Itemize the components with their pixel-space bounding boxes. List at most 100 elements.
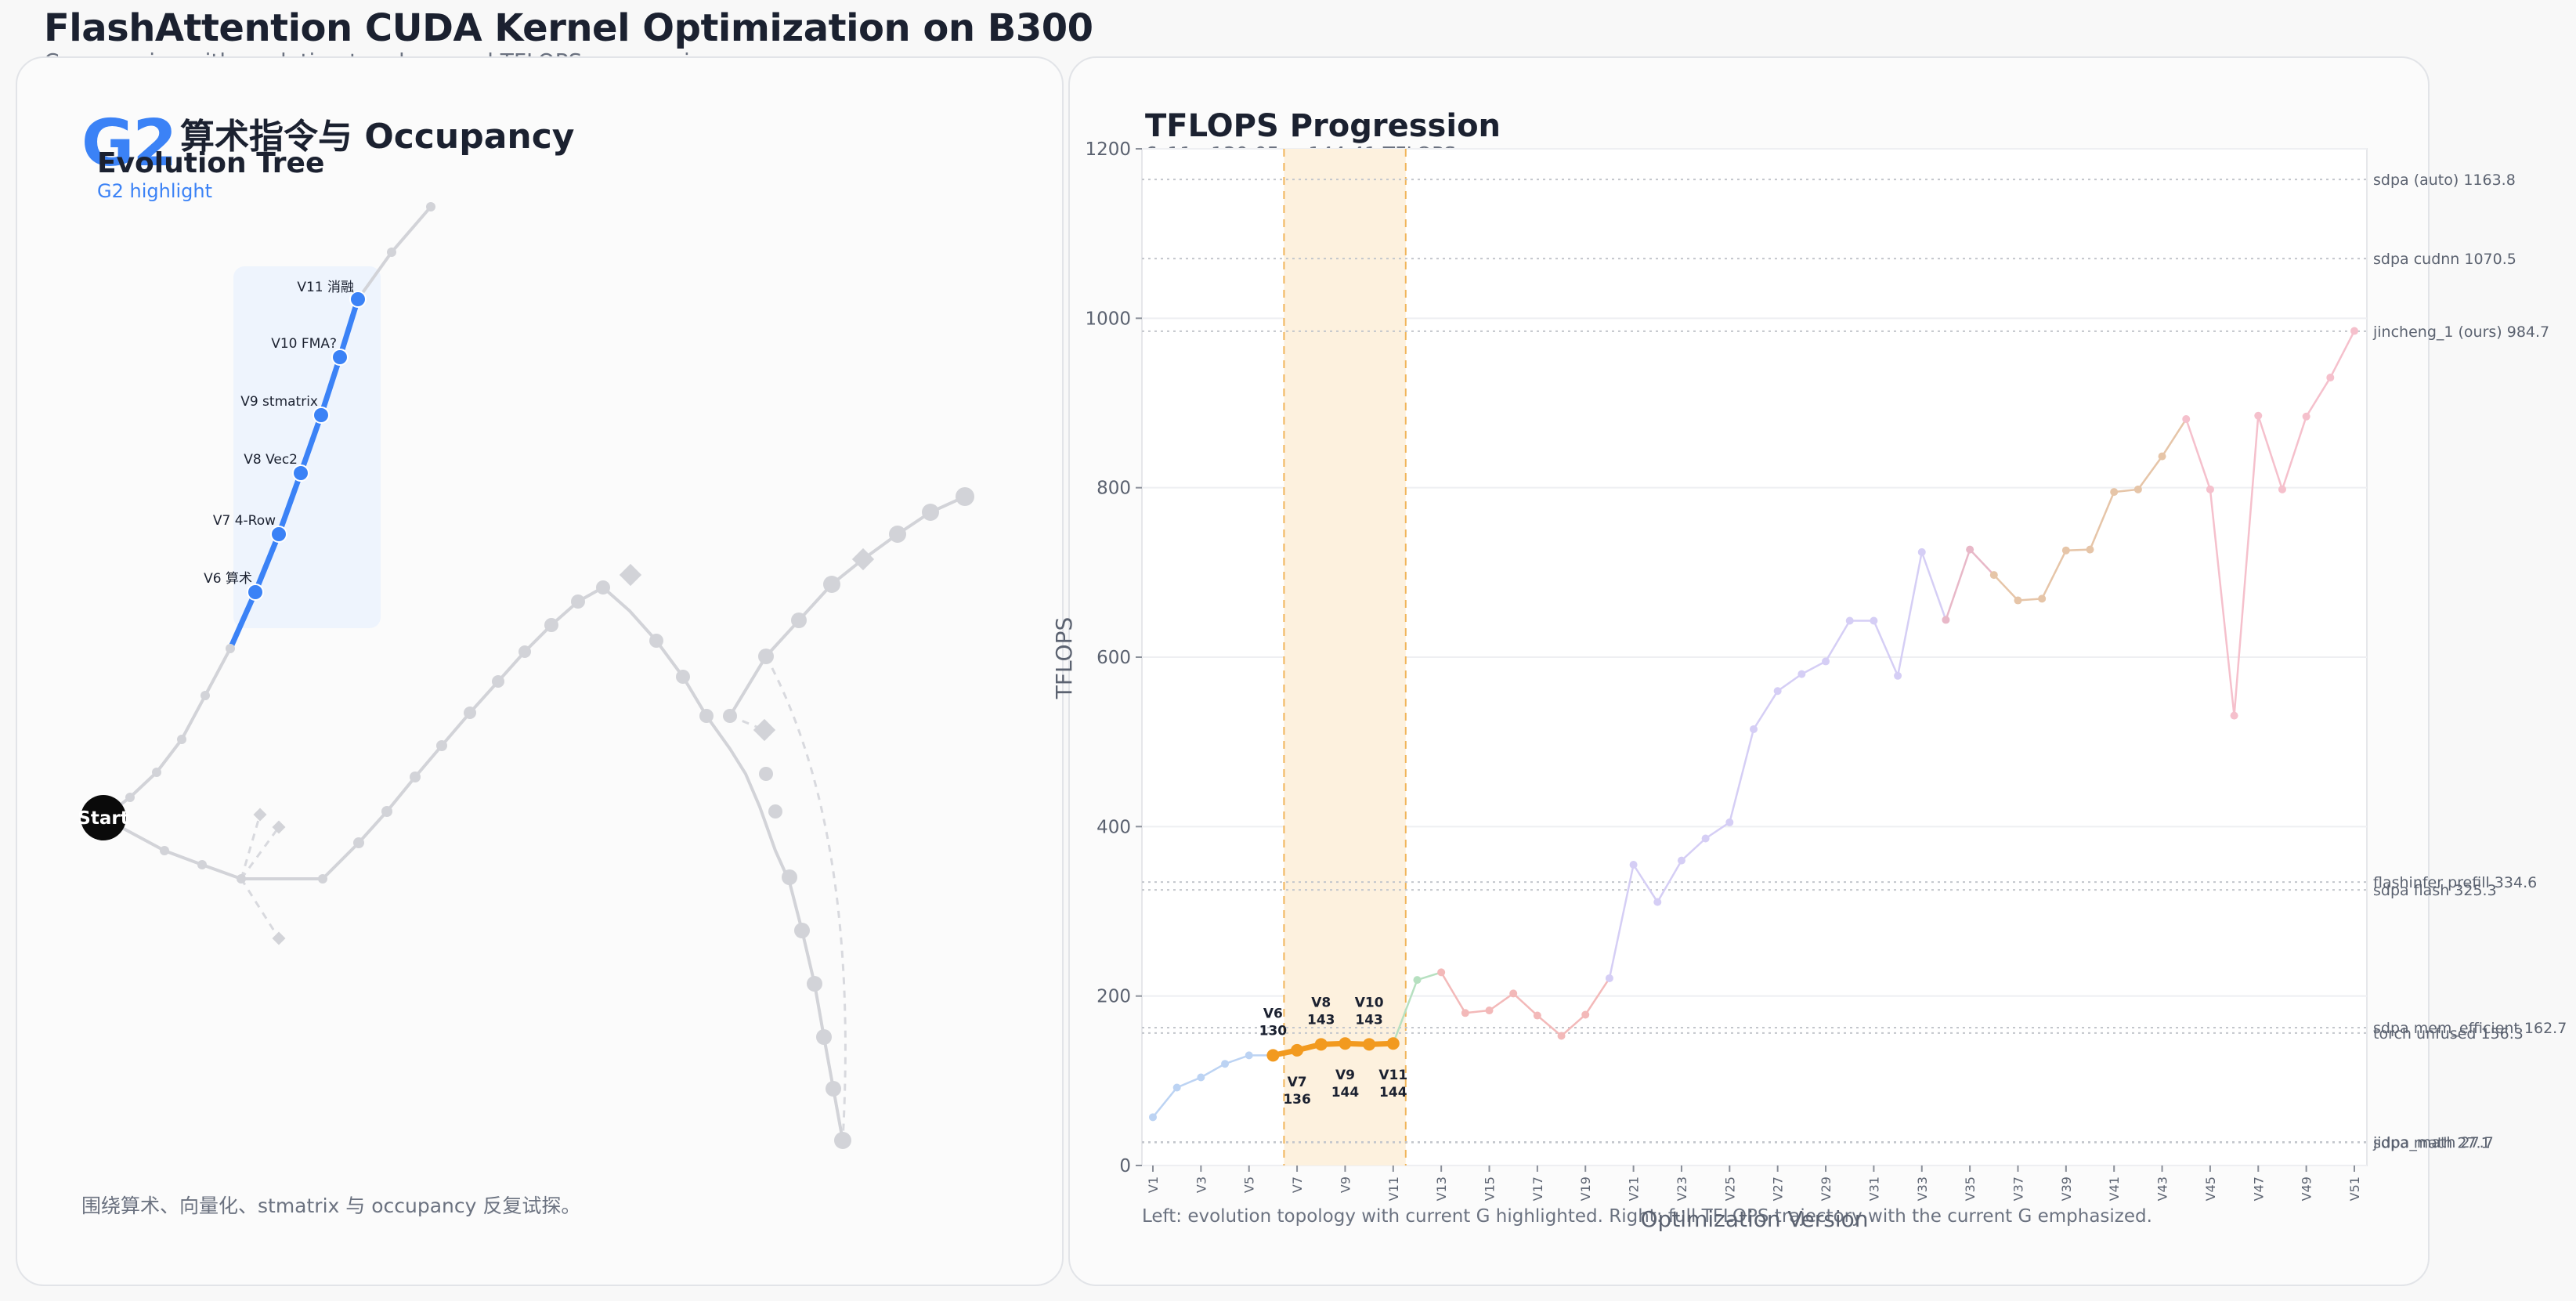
highlight-point — [1339, 1037, 1352, 1050]
tree-node — [807, 976, 822, 992]
series-segment — [1224, 1054, 1250, 1065]
series-segment — [1681, 837, 1707, 862]
x-tick-label: V45 — [2203, 1176, 2218, 1201]
series-point — [1533, 1011, 1541, 1020]
x-tick-label: V35 — [1963, 1176, 1978, 1201]
series-point — [1701, 834, 1710, 843]
x-tick-label: V1 — [1146, 1176, 1161, 1193]
tree-node — [794, 923, 810, 938]
series-segment — [2185, 418, 2212, 490]
x-tick-label: V21 — [1627, 1176, 1642, 1201]
y-tick-label: 600 — [1097, 648, 1131, 668]
baseline-label: flashinfer prefill 334.6 — [2373, 874, 2537, 891]
dashed-edge — [240, 878, 280, 939]
node-label-v6: V6 算术 — [204, 571, 252, 587]
tree-node — [889, 526, 906, 543]
series-point — [1461, 1009, 1469, 1017]
series-segment — [1537, 1014, 1563, 1037]
tree-node-diamond — [753, 718, 776, 742]
tree-node — [436, 740, 447, 751]
x-tick-label: V37 — [2011, 1176, 2025, 1201]
series-segment — [1704, 821, 1731, 840]
tree-node — [791, 613, 807, 628]
series-segment — [1512, 992, 1538, 1017]
tree-node — [381, 806, 392, 817]
y-tick-label: 200 — [1097, 987, 1131, 1007]
x-tick-label: V23 — [1675, 1176, 1689, 1201]
series-point — [1653, 898, 1662, 906]
series-segment — [2161, 418, 2188, 457]
x-tick-label: V7 — [1290, 1176, 1305, 1193]
series-segment — [2089, 491, 2115, 551]
series-point — [1629, 861, 1638, 869]
point-label: 144 — [1379, 1085, 1407, 1100]
x-tick-label: V33 — [1915, 1176, 1930, 1201]
x-tick-label: V31 — [1866, 1176, 1881, 1201]
tree-node — [823, 576, 840, 593]
point-label: 130 — [1259, 1023, 1288, 1039]
series-point — [1509, 989, 1518, 998]
x-tick-label: V43 — [2155, 1176, 2170, 1201]
chart-footnote: Left: evolution topology with current G … — [1142, 1206, 2152, 1227]
series-point — [2133, 485, 2142, 493]
series-segment — [2137, 455, 2163, 490]
chart-axes: 0 200 400 600 800 1000 1200 V1 V3 V5 V7 V9 V11 V13 V15… — [1085, 139, 2362, 1201]
series-segment — [1200, 1063, 1226, 1079]
node-v11 — [349, 291, 367, 308]
series-segment — [1465, 1009, 1490, 1014]
point-label: V10 — [1355, 995, 1384, 1010]
point-label: 143 — [1355, 1012, 1383, 1028]
series-segment — [2041, 550, 2067, 599]
x-tick-label: V51 — [2347, 1176, 2362, 1201]
highlight-band — [1284, 149, 1406, 1165]
series-segment — [1824, 620, 1851, 663]
point-label: V6 — [1263, 1006, 1283, 1021]
tree-node — [226, 644, 235, 653]
y-tick-label: 800 — [1097, 479, 1131, 499]
series-point — [1870, 616, 1878, 625]
x-tick-label: V5 — [1242, 1176, 1257, 1193]
tree-node-diamond — [619, 563, 642, 587]
node-label-v10: V10 FMA? — [271, 336, 337, 352]
x-tick-label: V11 — [1386, 1176, 1401, 1201]
series-point — [1917, 548, 1926, 556]
highlight-nodes — [247, 291, 367, 601]
y-tick-label: 400 — [1097, 817, 1131, 837]
point-label: 143 — [1307, 1012, 1335, 1028]
series-point — [1149, 1113, 1157, 1122]
node-label-v11: V11 消融 — [297, 280, 354, 295]
series-point — [1677, 856, 1685, 865]
series-segment — [1392, 979, 1418, 1044]
node-v10 — [331, 349, 349, 366]
highlight-point — [1266, 1049, 1280, 1062]
evolution-panel — [16, 56, 1064, 1286]
tree-node — [318, 874, 327, 884]
series-point — [2326, 374, 2335, 382]
node-label-v8: V8 Vec2 — [244, 452, 298, 468]
tree-node — [353, 837, 364, 848]
series-segment — [2281, 416, 2307, 490]
series-point — [1557, 1032, 1566, 1040]
tree-node — [571, 594, 585, 609]
baseline-label: sdpa mem_efficient 162.7 — [2373, 1020, 2567, 1037]
series-point — [1172, 1083, 1181, 1092]
y-tick-label: 0 — [1119, 1156, 1131, 1176]
series-point — [2061, 546, 2070, 555]
series-segment — [1176, 1076, 1201, 1089]
tree-node — [922, 504, 939, 521]
x-tick-label: V29 — [1819, 1176, 1834, 1201]
series-point — [1773, 687, 1782, 696]
tree-node — [544, 618, 558, 632]
series-segment — [1417, 971, 1442, 981]
tree-node — [464, 707, 476, 719]
series-point — [2182, 415, 2191, 424]
point-label: V8 — [1311, 995, 1331, 1010]
x-tick-label: V25 — [1722, 1176, 1737, 1201]
tree-node — [201, 691, 210, 700]
series-point — [2086, 545, 2094, 554]
x-tick-label: V27 — [1771, 1176, 1786, 1201]
series-point — [2302, 412, 2310, 421]
series-segment — [1993, 574, 2019, 602]
series-segment — [2114, 488, 2139, 493]
series-segment — [1945, 549, 1971, 620]
